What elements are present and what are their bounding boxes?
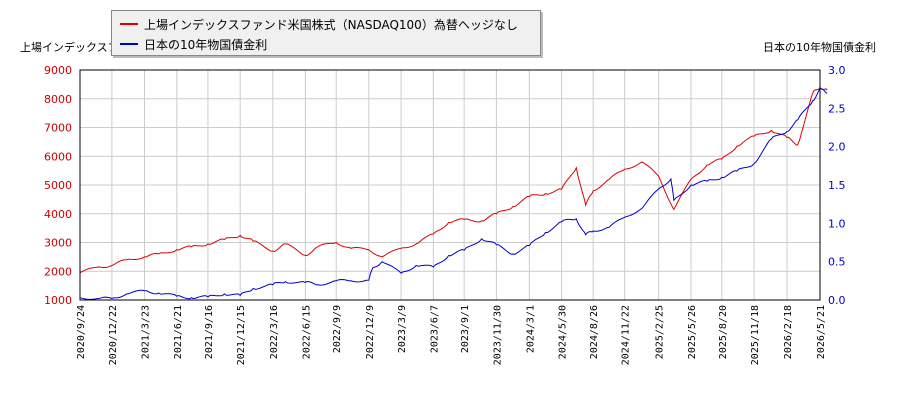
x-tick-label: 2021/3/23 [141,305,152,359]
y-left-tick-label: 3000 [44,237,72,250]
x-tick-label: 2022/12/9 [365,305,376,359]
legend-label-nasdaq: 上場インデックスファンド米国株式（NASDAQ100）為替ヘッジなし [144,17,518,32]
x-tick-label: 2024/8/26 [589,305,600,359]
x-tick-label: 2025/2/25 [655,305,666,359]
x-tick-label: 2025/5/26 [687,305,698,359]
y-right-tick-label: 3.0 [828,64,846,77]
y-right-tick-label: 1.5 [828,179,846,192]
y-left-tick-label: 6000 [44,150,72,163]
series-line-nasdaq [79,86,828,274]
y-left-tick-label: 1000 [44,294,72,307]
x-tick-label: 2024/11/22 [621,305,632,365]
x-tick-label: 2022/3/16 [269,305,280,359]
x-tick-label: 2021/9/16 [204,305,215,359]
y-right-tick-label: 0.0 [828,294,846,307]
y-left-tick-label: 4000 [44,208,72,221]
x-tick-label: 2026/5/21 [816,305,827,359]
y-left-tick-label: 8000 [44,93,72,106]
y-left-tick-label: 2000 [44,265,72,278]
x-tick-label: 2023/3/9 [397,305,408,353]
y-left-tick-label: 5000 [44,179,72,192]
x-tick-label: 2023/11/30 [492,305,503,365]
y-right-tick-label: 2.5 [828,102,846,115]
y-right-tick-label: 0.5 [828,256,846,269]
y-left-tick-label: 9000 [44,64,72,77]
legend: 上場インデックスファンド米国株式（NASDAQ100）為替ヘッジなし 日本の10… [111,10,541,56]
x-tick-label: 2025/11/18 [750,305,761,365]
y-left-tick-labels: 1000 2000 3000 4000 5000 6000 7000 8000 9000 [44,64,72,307]
legend-swatch-nasdaq [120,23,138,25]
x-tick-label: 2026/2/18 [783,305,794,359]
legend-label-jgb: 日本の10年物国債金利 [144,37,268,52]
y-right-tick-label: 1.0 [828,217,846,230]
x-tick-label: 2023/6/7 [429,305,440,353]
gridlines [79,69,821,301]
x-tick-label: 2022/9/9 [332,305,343,353]
x-tick-label: 2020/9/24 [76,305,87,359]
y-right-tick-label: 2.0 [828,141,846,154]
x-tick-label: 2024/5/30 [558,305,569,359]
y-left-tick-label: 7000 [44,122,72,135]
x-tick-label: 2021/12/15 [236,305,247,365]
x-tick-labels: 2020/9/24 2020/12/22 2021/3/23 2021/6/21 202… [76,305,827,365]
series-line-jgb [79,88,828,300]
x-tick-label: 2022/6/15 [301,305,312,359]
x-tick-label: 2020/12/22 [108,305,119,365]
y-right-axis-title: 日本の10年物国債金利 [763,41,876,54]
y-right-tick-labels: 0.0 0.5 1.0 1.5 2.0 2.5 3.0 [828,64,846,307]
x-tick-label: 2024/3/1 [525,305,536,353]
series-layer [79,86,828,300]
legend-swatch-jgb [120,43,138,45]
x-tick-label: 2025/8/20 [718,305,729,359]
x-tick-label: 2023/9/1 [460,305,471,353]
plot-border [79,69,821,301]
legend-item-jgb: 日本の10年物国債金利 [120,35,267,53]
x-tick-label: 2021/6/21 [173,305,184,359]
legend-item-nasdaq: 上場インデックスファンド米国株式（NASDAQ100）為替ヘッジなし [120,15,518,33]
